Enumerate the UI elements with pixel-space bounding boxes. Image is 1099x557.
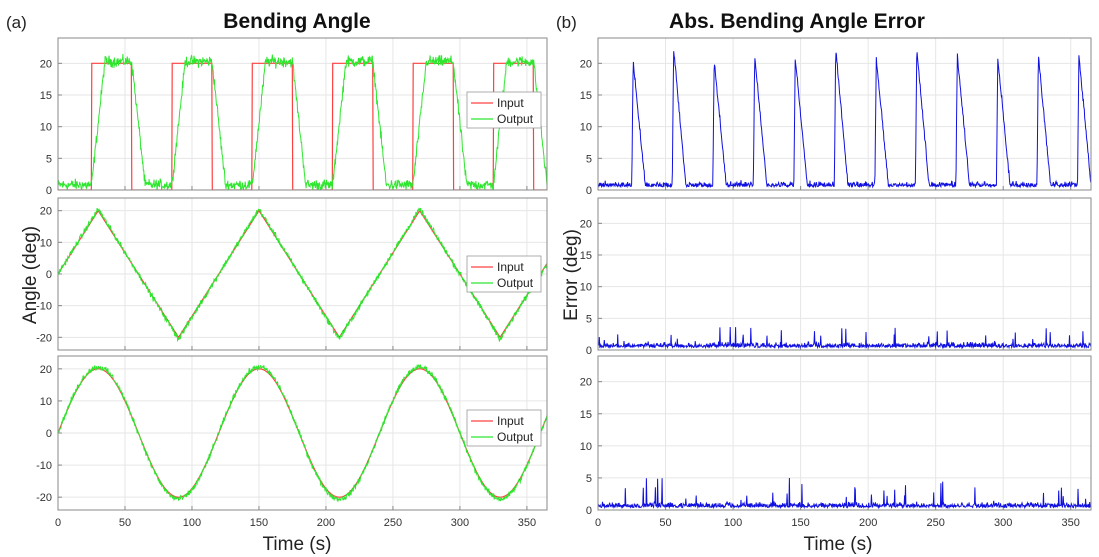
legend-label-output: Output (497, 112, 534, 126)
y-tick-label: 10 (40, 122, 52, 134)
y-tick-label: 0 (586, 185, 592, 197)
left-column-title: Bending Angle (223, 10, 370, 33)
y-tick-label: 10 (580, 122, 592, 134)
plot-panel-1: 0 5 10 15 20 Input Output (40, 38, 547, 197)
legend-label-input: Input (497, 96, 524, 110)
plot-panel-3: 0 50 100 150 200 250 300 350 -20 -10 0 10 20 Input Out… (36, 356, 547, 529)
legend-label-input: Input (497, 260, 524, 274)
x-tick-label: 200 (317, 517, 335, 529)
x-tick-label: 300 (994, 517, 1012, 529)
y-tick-label: 10 (40, 237, 52, 249)
x-tick-label: 350 (1062, 517, 1080, 529)
x-tick-label: 0 (595, 517, 601, 529)
y-tick-label: 0 (46, 269, 52, 281)
legend-label-output: Output (497, 430, 534, 444)
x-tick-label: 250 (384, 517, 402, 529)
right-y-axis-title: Error (deg) (561, 229, 582, 321)
y-tick-label: 0 (46, 428, 52, 440)
y-tick-label: 0 (46, 185, 52, 197)
x-tick-label: 250 (926, 517, 944, 529)
plot-panel-4: 0 5 10 15 20 (580, 38, 1091, 197)
y-tick-label: 15 (580, 250, 592, 262)
plot-area (598, 198, 1091, 350)
y-tick-label: 5 (46, 153, 52, 165)
x-tick-label: 0 (55, 517, 61, 529)
y-tick-label: 10 (40, 396, 52, 408)
y-tick-label: -20 (36, 332, 52, 344)
y-tick-label: 15 (580, 409, 592, 421)
x-tick-label: 150 (791, 517, 809, 529)
y-tick-label: 5 (586, 153, 592, 165)
y-tick-label: 5 (586, 313, 592, 325)
plot-panel-5: 0 5 10 15 20 (580, 198, 1091, 357)
legend: Input Output (467, 410, 541, 446)
right-column-title: Abs. Bending Angle Error (669, 10, 925, 33)
x-tick-label: 100 (183, 517, 201, 529)
y-tick-label: 20 (580, 377, 592, 389)
y-tick-label: 5 (586, 473, 592, 485)
y-tick-label: 15 (580, 90, 592, 102)
y-tick-label: 10 (580, 441, 592, 453)
legend: Input Output (467, 256, 541, 292)
legend: Input Output (467, 92, 541, 128)
y-tick-label: -10 (36, 301, 52, 313)
right-x-axis-title: Time (s) (804, 534, 873, 555)
legend-label-input: Input (497, 414, 524, 428)
x-tick-label: 300 (451, 517, 469, 529)
left-x-axis-title: Time (s) (263, 534, 332, 555)
plot-area (598, 356, 1091, 510)
y-tick-label: 10 (580, 282, 592, 294)
x-tick-label: 100 (724, 517, 742, 529)
panel-tag-a: (a) (6, 13, 27, 32)
y-tick-label: 20 (40, 58, 52, 70)
y-tick-label: 0 (586, 505, 592, 517)
x-tick-label: 200 (859, 517, 877, 529)
x-tick-label: 50 (659, 517, 671, 529)
y-tick-label: 20 (580, 218, 592, 230)
y-tick-label: 0 (586, 345, 592, 357)
y-tick-label: 15 (40, 90, 52, 102)
x-tick-label: 350 (518, 517, 536, 529)
y-tick-label: -10 (36, 460, 52, 472)
x-tick-label: 50 (119, 517, 131, 529)
panel-tag-b: (b) (556, 13, 577, 32)
x-tick-label: 150 (250, 517, 268, 529)
plot-panel-2: -20 -10 0 10 20 Input Output (36, 198, 547, 350)
legend-label-output: Output (497, 276, 534, 290)
y-tick-label: 20 (580, 58, 592, 70)
y-tick-label: -20 (36, 492, 52, 504)
plot-panel-6: 0 50 100 150 200 250 300 350 0 5 10 15 20 (580, 356, 1091, 529)
y-tick-label: 20 (40, 206, 52, 218)
y-tick-label: 20 (40, 364, 52, 376)
